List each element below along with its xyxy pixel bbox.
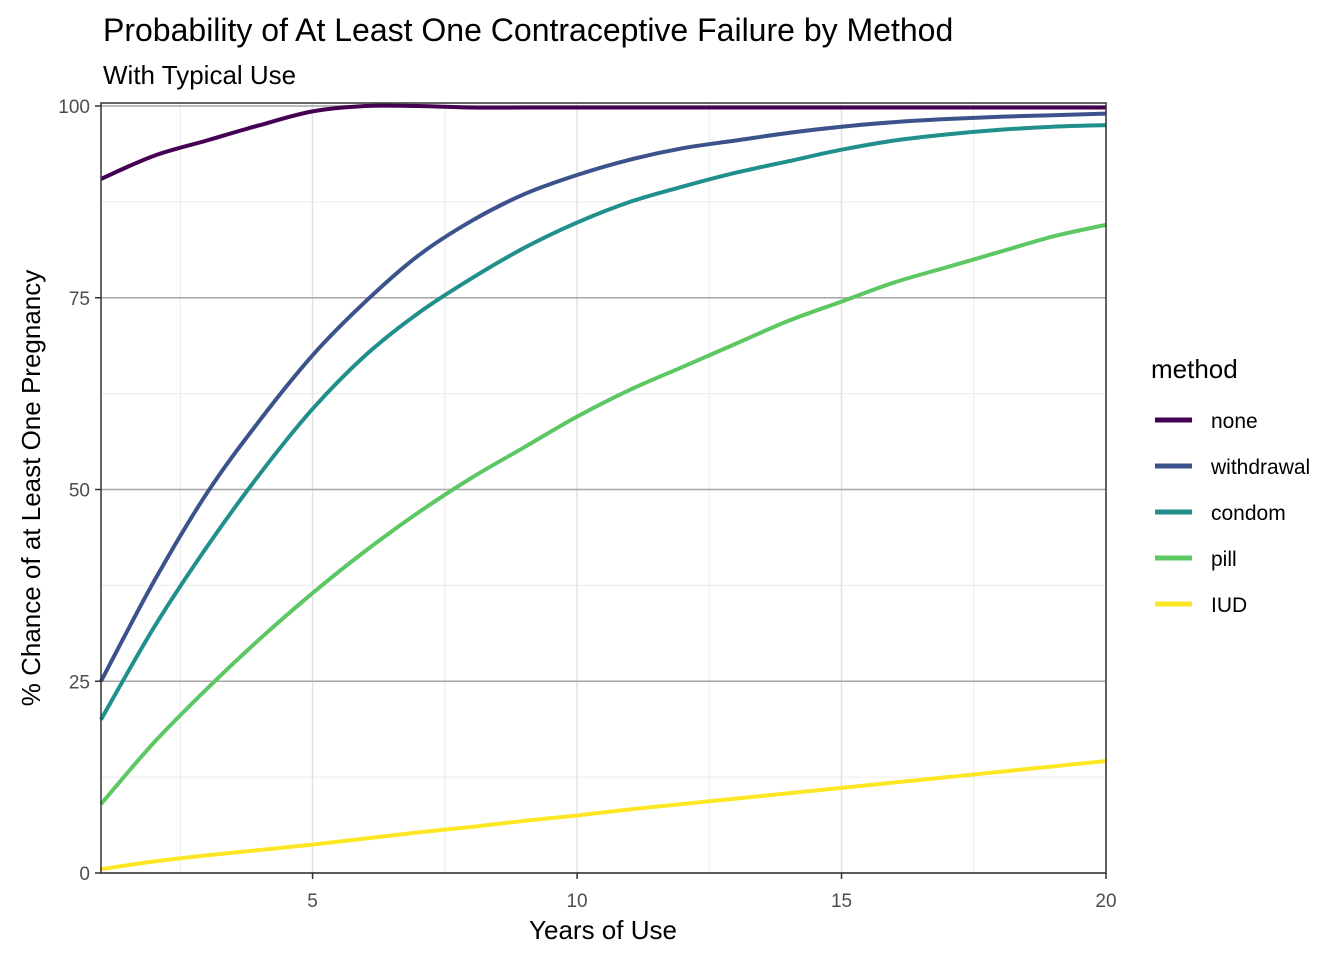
series-line-pill: [99, 222, 1107, 806]
major-gridlines: [101, 103, 1107, 874]
legend-label-none: none: [1211, 410, 1258, 433]
series-line-withdrawal: [99, 111, 1107, 683]
y-tick-label: 75: [69, 289, 90, 310]
x-tick-label: 10: [566, 891, 587, 912]
series-line-none: [100, 103, 1106, 181]
legend-title: method: [1151, 354, 1238, 384]
legend-label-condom: condom: [1211, 502, 1286, 525]
chart-title: Probability of At Least One Contraceptiv…: [103, 12, 953, 48]
y-tick-label: 25: [69, 672, 90, 693]
chart-subtitle: With Typical Use: [103, 60, 296, 90]
x-tick-label: 20: [1095, 891, 1116, 912]
y-tick-label: 100: [58, 97, 90, 118]
legend-items: none withdrawal condom pill IUD: [1155, 410, 1310, 617]
legend-label-iud: IUD: [1211, 594, 1247, 617]
legend-label-withdrawal: withdrawal: [1210, 456, 1310, 479]
y-tick-label: 50: [69, 481, 90, 502]
series-lines: [99, 103, 1107, 872]
legend: method none withdrawal condom pill IUD: [1151, 354, 1310, 617]
x-tick-label: 5: [307, 891, 318, 912]
x-axis-ticks: 5 10 15 20: [307, 873, 1117, 912]
minor-gridlines: [101, 103, 1106, 873]
y-axis-ticks: 0 25 50 75 100: [58, 97, 101, 885]
legend-label-pill: pill: [1211, 548, 1237, 571]
x-axis-title: Years of Use: [529, 915, 677, 945]
y-axis-title: % Chance of at Least One Pregnancy: [16, 270, 46, 707]
y-tick-label: 0: [79, 864, 90, 885]
series-line-condom: [99, 123, 1107, 721]
x-tick-label: 15: [831, 891, 852, 912]
plot-panel-border: [100, 102, 1107, 874]
series-line-iud: [100, 759, 1107, 872]
